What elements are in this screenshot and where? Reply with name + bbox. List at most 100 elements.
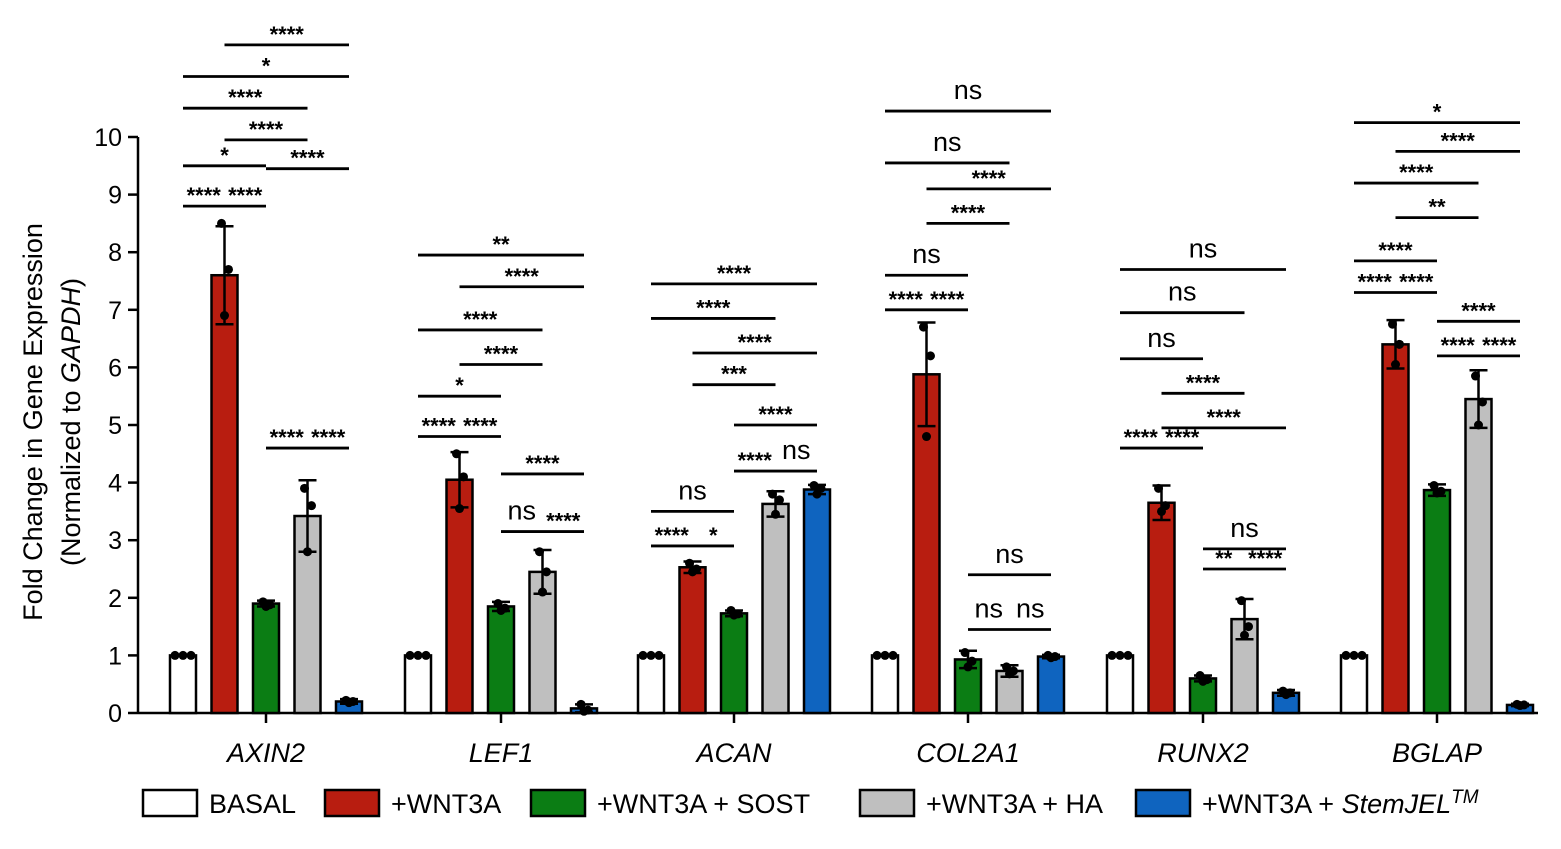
data-point <box>1474 420 1483 430</box>
significance-label: **** <box>930 287 965 312</box>
data-point <box>535 547 544 557</box>
significance-label: **** <box>525 451 560 476</box>
data-point <box>960 648 970 658</box>
bar <box>1230 617 1259 715</box>
data-point <box>1046 653 1056 663</box>
bar <box>1381 343 1410 715</box>
significance-label: ** <box>1428 195 1446 220</box>
y-axis-label-gene: GAPDH <box>56 286 86 383</box>
bar <box>210 273 239 715</box>
y-tick-label: 0 <box>108 700 122 728</box>
legend-label: BASAL <box>209 789 296 819</box>
legend-label-sup: TM <box>1451 787 1479 808</box>
significance-label: ns <box>954 75 983 105</box>
data-point <box>261 601 271 611</box>
significance-label: **** <box>951 200 986 225</box>
data-point <box>1357 650 1367 660</box>
data-point <box>872 650 882 660</box>
significance-label: ** <box>1215 546 1233 571</box>
data-point <box>1107 650 1117 660</box>
bar <box>1422 488 1452 715</box>
significance-label: **** <box>228 183 263 208</box>
category-label: LEF1 <box>469 738 534 768</box>
significance-label: **** <box>1378 238 1413 263</box>
significance-label: ** <box>492 232 510 257</box>
data-point <box>1237 596 1246 606</box>
data-point <box>880 650 890 660</box>
data-point <box>646 650 656 660</box>
bar <box>912 373 941 715</box>
significance-label: **** <box>249 117 284 142</box>
significance-label: ns <box>782 435 811 465</box>
data-point <box>1432 488 1442 498</box>
data-point <box>1349 650 1359 660</box>
legend-swatch <box>529 788 587 818</box>
bar <box>445 478 474 715</box>
legend: BASAL +WNT3A +WNT3A + SOST +WNT3A + HA +WNT3… <box>141 787 1479 819</box>
significance-label: **** <box>1207 405 1242 430</box>
data-point <box>1515 701 1525 711</box>
y-axis-label-suffix: ) <box>56 278 86 287</box>
significance-label: **** <box>1186 370 1221 395</box>
significance-label: **** <box>738 330 773 355</box>
data-point <box>220 311 229 321</box>
data-point <box>307 501 316 511</box>
data-point <box>688 567 697 577</box>
y-tick-label: 8 <box>108 239 122 267</box>
significance-label: **** <box>738 448 773 473</box>
significance-label: ns <box>507 496 536 526</box>
y-tick-label: 1 <box>108 642 122 670</box>
data-point <box>1395 339 1404 349</box>
data-point <box>888 650 898 660</box>
data-point <box>1429 480 1439 490</box>
bar <box>486 605 516 715</box>
y-axis-label-prefix: (Normalized to <box>56 383 86 566</box>
y-tick-label: 7 <box>108 297 122 325</box>
data-point <box>579 706 589 716</box>
data-point <box>768 489 777 499</box>
y-tick-label: 2 <box>108 585 122 613</box>
significance-label: **** <box>311 425 346 450</box>
significance-label: ns <box>974 593 1003 623</box>
data-point <box>1281 690 1291 700</box>
data-point <box>170 650 180 660</box>
data-point <box>1005 669 1014 679</box>
significance-label: * <box>1433 100 1442 125</box>
data-point <box>1157 506 1166 516</box>
category-label: RUNX2 <box>1157 738 1249 768</box>
data-point <box>638 650 648 660</box>
data-point <box>405 650 415 660</box>
bar <box>1105 654 1135 715</box>
bar <box>1339 654 1369 715</box>
significance-label: **** <box>1399 270 1434 295</box>
category-label: ACAN <box>694 738 772 768</box>
significance-label: **** <box>696 295 731 320</box>
y-axis-label: Fold Change in Gene Expression (Normaliz… <box>18 223 86 621</box>
significance-label: **** <box>463 414 498 439</box>
bar <box>678 566 707 715</box>
significance-label: **** <box>717 261 752 286</box>
data-point <box>1198 676 1208 686</box>
bar <box>870 654 900 715</box>
category-label: BGLAP <box>1392 738 1482 768</box>
legend-label: +WNT3A + SOST <box>597 789 810 819</box>
significance-label: *** <box>721 362 747 387</box>
data-point <box>685 558 694 568</box>
data-point <box>493 599 503 609</box>
y-axis-label-line2: (Normalized to GAPDH) <box>56 278 86 566</box>
data-point <box>1115 650 1125 660</box>
data-point <box>459 472 468 482</box>
significance-label: **** <box>290 146 325 171</box>
data-point <box>1391 360 1400 370</box>
data-point <box>775 495 784 505</box>
data-point <box>926 351 935 361</box>
data-point <box>1388 319 1397 329</box>
data-point <box>542 567 551 577</box>
bar <box>528 570 557 715</box>
significance-label: **** <box>972 166 1007 191</box>
bar <box>719 612 749 715</box>
significance-label: **** <box>758 402 793 427</box>
legend-swatch <box>858 788 916 818</box>
y-tick-label: 3 <box>108 527 122 555</box>
legend-label: +WNT3A + HA <box>926 789 1103 819</box>
